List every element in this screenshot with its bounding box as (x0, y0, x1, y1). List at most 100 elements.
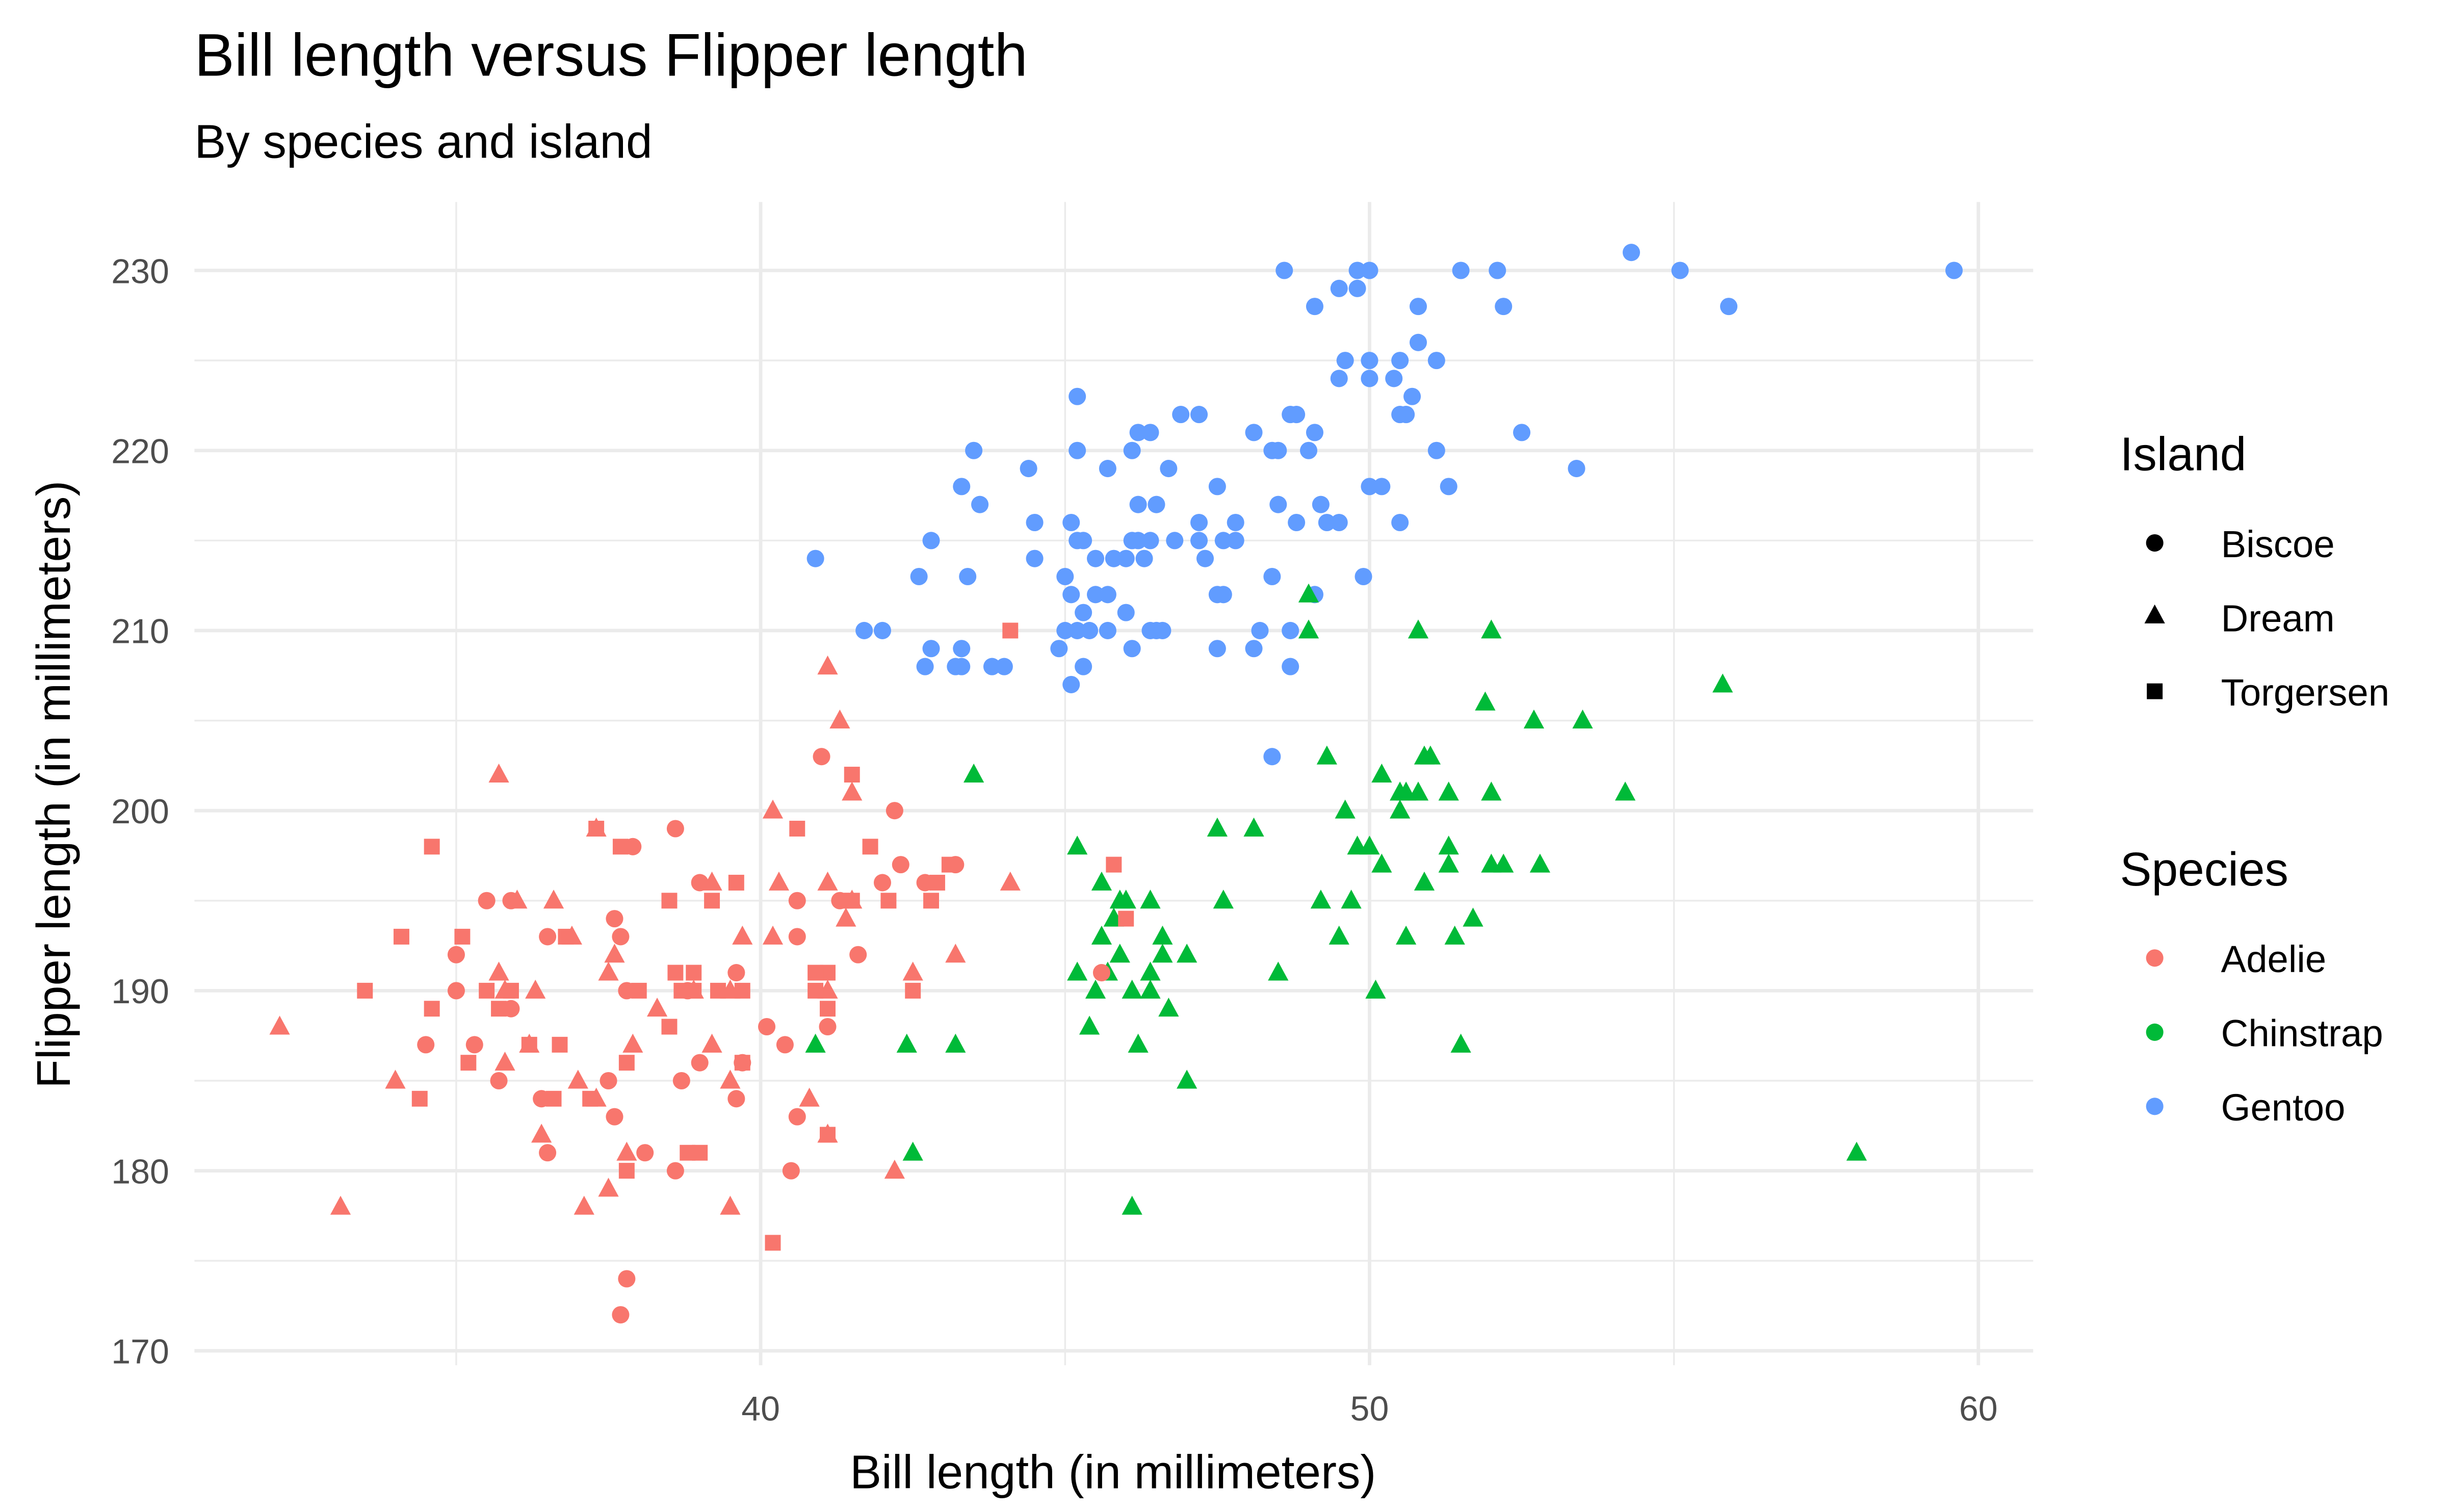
point-gentoo-biscoe (1288, 406, 1306, 424)
point-adelie-torgersen (765, 1235, 781, 1251)
point-gentoo-biscoe (1513, 424, 1531, 441)
point-chinstrap-dream (1140, 890, 1161, 909)
point-adelie-dream (1000, 871, 1021, 891)
point-chinstrap-dream (1408, 619, 1429, 639)
point-chinstrap-dream (1316, 745, 1337, 765)
point-chinstrap-dream (1177, 944, 1198, 963)
point-chinstrap-dream (1067, 836, 1088, 855)
point-chinstrap-dream (1213, 890, 1234, 909)
point-adelie-biscoe (417, 1036, 435, 1054)
point-gentoo-biscoe (953, 658, 971, 675)
point-chinstrap-dream (964, 763, 984, 783)
point-adelie-dream (817, 655, 838, 675)
y-tick-label: 220 (111, 432, 169, 471)
point-gentoo-biscoe (1141, 424, 1159, 441)
point-chinstrap-dream (1091, 871, 1112, 891)
point-gentoo-biscoe (1214, 532, 1232, 550)
point-gentoo-biscoe (1427, 352, 1445, 370)
point-adelie-biscoe (636, 1144, 654, 1162)
point-adelie-torgersen (479, 982, 495, 999)
point-adelie-biscoe (672, 1072, 690, 1090)
point-chinstrap-dream (1371, 853, 1392, 873)
point-gentoo-biscoe (1409, 333, 1427, 351)
point-gentoo-biscoe (1361, 352, 1378, 370)
point-adelie-biscoe (600, 1072, 617, 1090)
point-chinstrap-dream (1085, 979, 1106, 999)
point-adelie-torgersen (521, 1036, 537, 1053)
legend-chinstrap-swatch-icon (2146, 1023, 2164, 1041)
point-adelie-dream (762, 799, 784, 819)
point-chinstrap-dream (1152, 944, 1173, 963)
point-gentoo-biscoe (1129, 496, 1147, 513)
point-gentoo-biscoe (1348, 279, 1366, 297)
point-chinstrap-dream (1152, 925, 1173, 945)
grid (194, 202, 2034, 1366)
point-gentoo-biscoe (1020, 460, 1037, 478)
point-gentoo-biscoe (1269, 441, 1287, 459)
point-gentoo-biscoe (1081, 621, 1099, 639)
point-adelie-dream (836, 907, 856, 927)
point-chinstrap-dream (1341, 890, 1362, 909)
point-gentoo-biscoe (1208, 640, 1226, 658)
point-gentoo-biscoe (1190, 532, 1208, 550)
legend-circle-icon (2146, 534, 2164, 552)
point-gentoo-biscoe (1251, 621, 1269, 639)
point-gentoo-biscoe (806, 550, 824, 567)
point-chinstrap-dream (1438, 853, 1459, 873)
legend-label-gentoo: Gentoo (2221, 1086, 2346, 1129)
point-gentoo-biscoe (1069, 621, 1086, 639)
point-adelie-torgersen (424, 839, 440, 855)
point-adelie-biscoe (666, 1162, 684, 1180)
point-gentoo-biscoe (1373, 478, 1391, 496)
point-adelie-torgersen (424, 1001, 440, 1017)
point-chinstrap-dream (1390, 799, 1411, 819)
point-adelie-torgersen (692, 1144, 708, 1161)
point-adelie-torgersen (905, 982, 921, 999)
point-adelie-torgersen (582, 1090, 598, 1107)
point-adelie-dream (330, 1195, 351, 1215)
point-adelie-torgersen (880, 893, 897, 909)
point-adelie-torgersen (558, 928, 574, 945)
point-adelie-dream (762, 925, 784, 945)
point-adelie-dream (842, 781, 863, 801)
point-adelie-biscoe (539, 1144, 557, 1162)
point-adelie-biscoe (606, 910, 623, 928)
point-gentoo-biscoe (1622, 244, 1641, 262)
point-chinstrap-dream (1243, 817, 1264, 837)
point-gentoo-biscoe (1397, 406, 1415, 424)
point-chinstrap-dream (1140, 979, 1161, 999)
data-points (269, 244, 1963, 1324)
point-adelie-torgersen (820, 1127, 836, 1143)
point-adelie-torgersen (588, 821, 605, 837)
point-chinstrap-dream (1298, 583, 1319, 603)
legend-triangle-icon (2144, 604, 2165, 623)
point-chinstrap-dream (1335, 799, 1356, 819)
point-gentoo-biscoe (1148, 496, 1165, 513)
point-adelie-biscoe (1092, 964, 1110, 982)
point-gentoo-biscoe (1269, 496, 1287, 513)
point-gentoo-biscoe (1391, 513, 1409, 532)
point-adelie-torgersen (545, 1090, 562, 1107)
point-gentoo-biscoe (1306, 298, 1323, 316)
point-gentoo-biscoe (959, 567, 977, 586)
point-gentoo-biscoe (1172, 406, 1190, 424)
point-gentoo-biscoe (1330, 370, 1348, 387)
point-gentoo-biscoe (1361, 370, 1378, 387)
point-chinstrap-dream (1158, 998, 1179, 1017)
point-gentoo-biscoe (1336, 352, 1354, 370)
point-gentoo-biscoe (1403, 387, 1421, 405)
point-gentoo-biscoe (1056, 567, 1074, 586)
legend-species-title: Species (2120, 843, 2288, 896)
point-chinstrap-dream (1420, 745, 1441, 765)
point-adelie-torgersen (661, 893, 678, 909)
point-gentoo-biscoe (1330, 279, 1348, 297)
point-gentoo-biscoe (1245, 640, 1263, 658)
point-gentoo-biscoe (1348, 262, 1366, 279)
point-gentoo-biscoe (1427, 441, 1445, 459)
point-chinstrap-dream (1329, 925, 1349, 945)
point-gentoo-biscoe (1075, 658, 1092, 675)
point-adelie-torgersen (661, 1019, 678, 1035)
point-adelie-torgersen (491, 1001, 507, 1017)
point-adelie-torgersen (552, 1036, 568, 1053)
point-adelie-torgersen (1118, 910, 1134, 927)
